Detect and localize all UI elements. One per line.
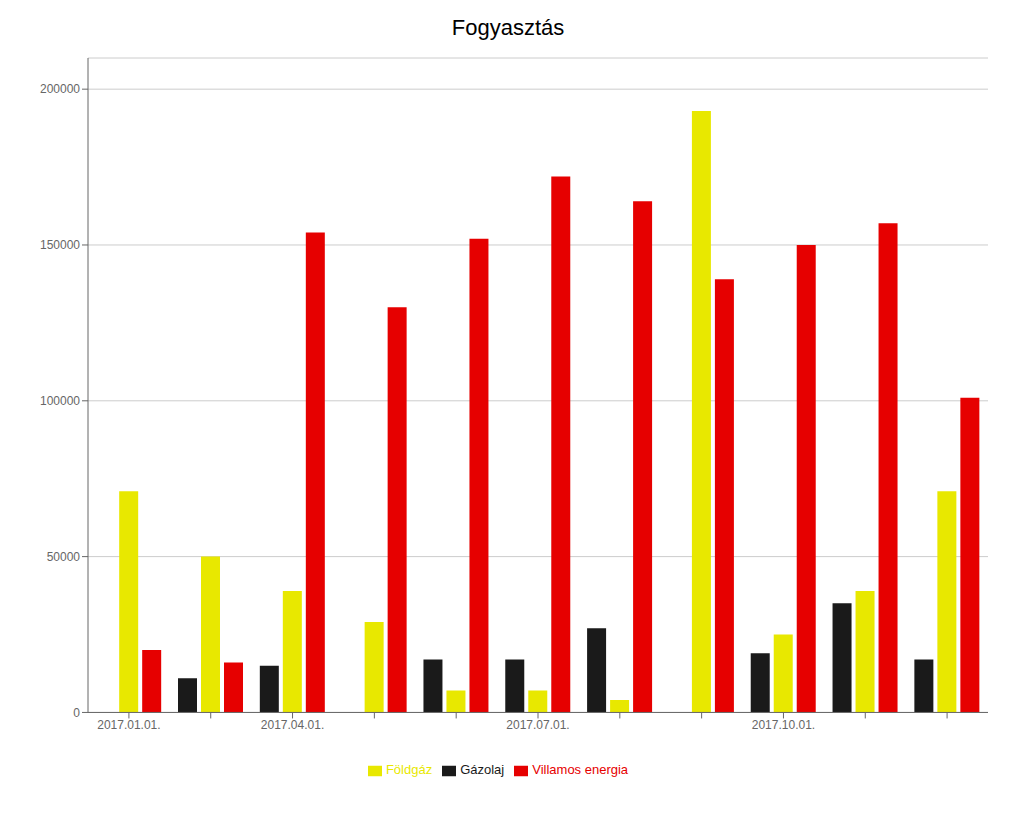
html-text:Fogyasztás: Fogyasztás xyxy=(451,15,565,40)
svg-text:50000: 50000 xyxy=(47,550,81,564)
svg-text:0: 0 xyxy=(73,706,80,720)
svg-text:2017.04.01.: 2017.04.01. xyxy=(261,718,324,732)
html-text:Gázolaj: Gázolaj xyxy=(460,762,505,778)
svg-text:100000: 100000 xyxy=(40,394,80,408)
svg-text:200000: 200000 xyxy=(40,82,80,96)
html-text:Földgáz: Földgáz xyxy=(385,762,433,778)
svg-text:2017.07.01.: 2017.07.01. xyxy=(506,718,569,732)
svg-text:150000: 150000 xyxy=(40,238,80,252)
svg-text:2017.01.01.: 2017.01.01. xyxy=(97,718,160,732)
svg-text:2017.10.01.: 2017.10.01. xyxy=(752,718,815,732)
html-text:Villamos energia: Villamos energia xyxy=(532,762,629,778)
